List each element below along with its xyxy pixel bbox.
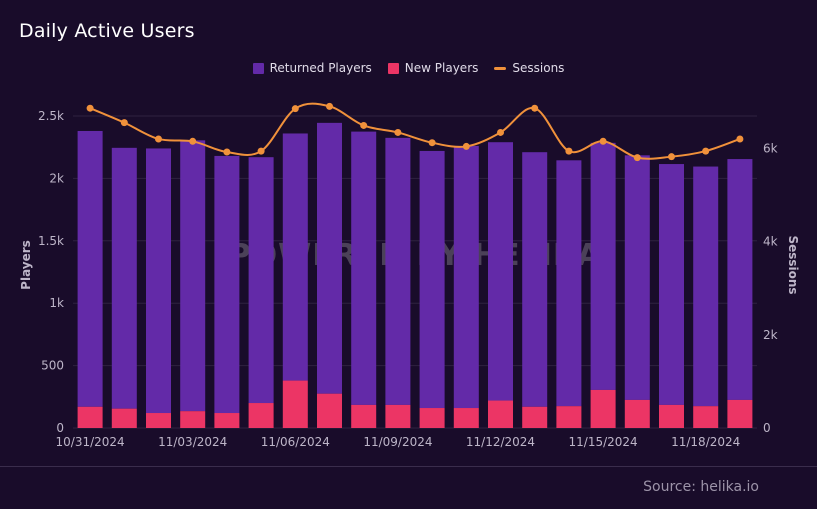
bar-returned-players <box>77 130 103 407</box>
bar-new-players <box>419 408 445 428</box>
x-tick-label: 11/09/2024 <box>363 435 432 449</box>
bar-returned-players <box>419 150 445 409</box>
sessions-point <box>531 104 539 112</box>
y2-tick-label: 2k <box>763 328 778 342</box>
sessions-point <box>702 147 710 155</box>
bar-new-players <box>77 406 103 428</box>
x-tick-label: 11/18/2024 <box>671 435 740 449</box>
bar-new-players <box>488 400 513 428</box>
bar-returned-players <box>488 142 513 401</box>
bar-returned-players <box>659 164 684 405</box>
bar-returned-players <box>556 160 582 407</box>
sessions-point <box>257 147 265 155</box>
sessions-point <box>291 105 299 113</box>
bar-new-players <box>693 406 719 428</box>
chart-title: Daily Active Users <box>19 20 195 42</box>
source-label: Source: helika.io <box>643 479 759 495</box>
y-tick-label: 1.5k <box>38 234 64 248</box>
sessions-point <box>189 137 197 145</box>
bar-new-players <box>659 404 684 428</box>
legend-item-new-players[interactable]: New Players <box>387 61 479 75</box>
y-tick-label: 500 <box>41 359 64 373</box>
legend-label-new: New Players <box>404 61 479 75</box>
bar-new-players <box>282 380 308 428</box>
bar-returned-players <box>590 142 616 390</box>
sessions-point <box>497 128 504 136</box>
legend-item-returned-players[interactable]: Returned Players <box>252 61 372 75</box>
legend-label-sessions: Sessions <box>512 61 565 75</box>
legend-label-returned: Returned Players <box>269 61 372 75</box>
chart-legend: Returned Players New Players Sessions <box>0 61 817 75</box>
y2-tick-label: 6k <box>763 141 778 155</box>
legend-item-sessions[interactable]: Sessions <box>494 61 564 75</box>
y-tick-label: 2.5k <box>38 109 64 123</box>
sessions-point <box>565 147 573 155</box>
bar-new-players <box>453 408 479 428</box>
bar-new-players <box>351 404 377 428</box>
sessions-point <box>736 135 744 143</box>
bar-returned-players <box>214 155 240 414</box>
bar-new-players <box>385 404 411 428</box>
sessions-point <box>360 121 368 129</box>
bar-new-players <box>317 393 342 428</box>
y-tick-label: 0 <box>56 421 64 435</box>
bar-returned-players <box>282 133 308 381</box>
sessions-point <box>599 137 607 145</box>
sessions-point <box>120 119 128 127</box>
sessions-point <box>223 148 231 156</box>
x-tick-label: 10/31/2024 <box>56 435 125 449</box>
bar-returned-players <box>624 155 650 400</box>
y-axis-title: Players <box>19 240 33 290</box>
bar-returned-players <box>453 145 479 409</box>
sessions-point <box>462 142 470 150</box>
bar-new-players <box>590 389 616 428</box>
legend-swatch-sessions <box>494 66 507 70</box>
bar-returned-players <box>385 137 411 405</box>
bar-returned-players <box>351 131 377 405</box>
x-tick-label: 11/06/2024 <box>261 435 330 449</box>
sessions-point <box>394 128 402 136</box>
bar-returned-players <box>727 159 753 400</box>
legend-swatch-new <box>387 62 399 74</box>
x-tick-label: 11/03/2024 <box>158 435 227 449</box>
sessions-point <box>633 154 641 162</box>
bar-new-players <box>248 403 274 428</box>
bar-returned-players <box>693 166 719 407</box>
footer-divider <box>0 466 817 467</box>
y2-tick-label: 0 <box>763 421 771 435</box>
bar-returned-players <box>248 157 274 404</box>
bar-new-players <box>146 413 171 428</box>
bar-new-players <box>624 399 650 428</box>
bar-new-players <box>727 399 753 428</box>
sessions-point <box>668 153 675 161</box>
sessions-point <box>155 135 162 143</box>
bar-returned-players <box>180 140 206 412</box>
bar-new-players <box>522 406 548 428</box>
bar-new-players <box>214 413 240 428</box>
bar-new-players <box>556 406 582 428</box>
y-tick-label: 2k <box>49 171 64 185</box>
x-tick-label: 11/12/2024 <box>466 435 535 449</box>
bar-returned-players <box>522 152 548 407</box>
bar-new-players <box>111 408 137 428</box>
bar-returned-players <box>317 122 342 394</box>
bar-returned-players <box>146 148 171 414</box>
y-tick-label: 1k <box>49 296 64 310</box>
sessions-point <box>326 102 333 110</box>
bar-new-players <box>180 411 206 428</box>
x-tick-label: 11/15/2024 <box>569 435 638 449</box>
y2-axis-title: Sessions <box>786 235 800 294</box>
bar-returned-players <box>111 147 137 409</box>
legend-swatch-returned <box>252 62 264 74</box>
sessions-point <box>428 139 436 147</box>
y2-tick-label: 4k <box>763 235 778 249</box>
chart-plot: POWERED BY HELIKA05001k1.5k2k2.5k02k4k6k… <box>19 102 800 449</box>
sessions-point <box>86 104 94 112</box>
